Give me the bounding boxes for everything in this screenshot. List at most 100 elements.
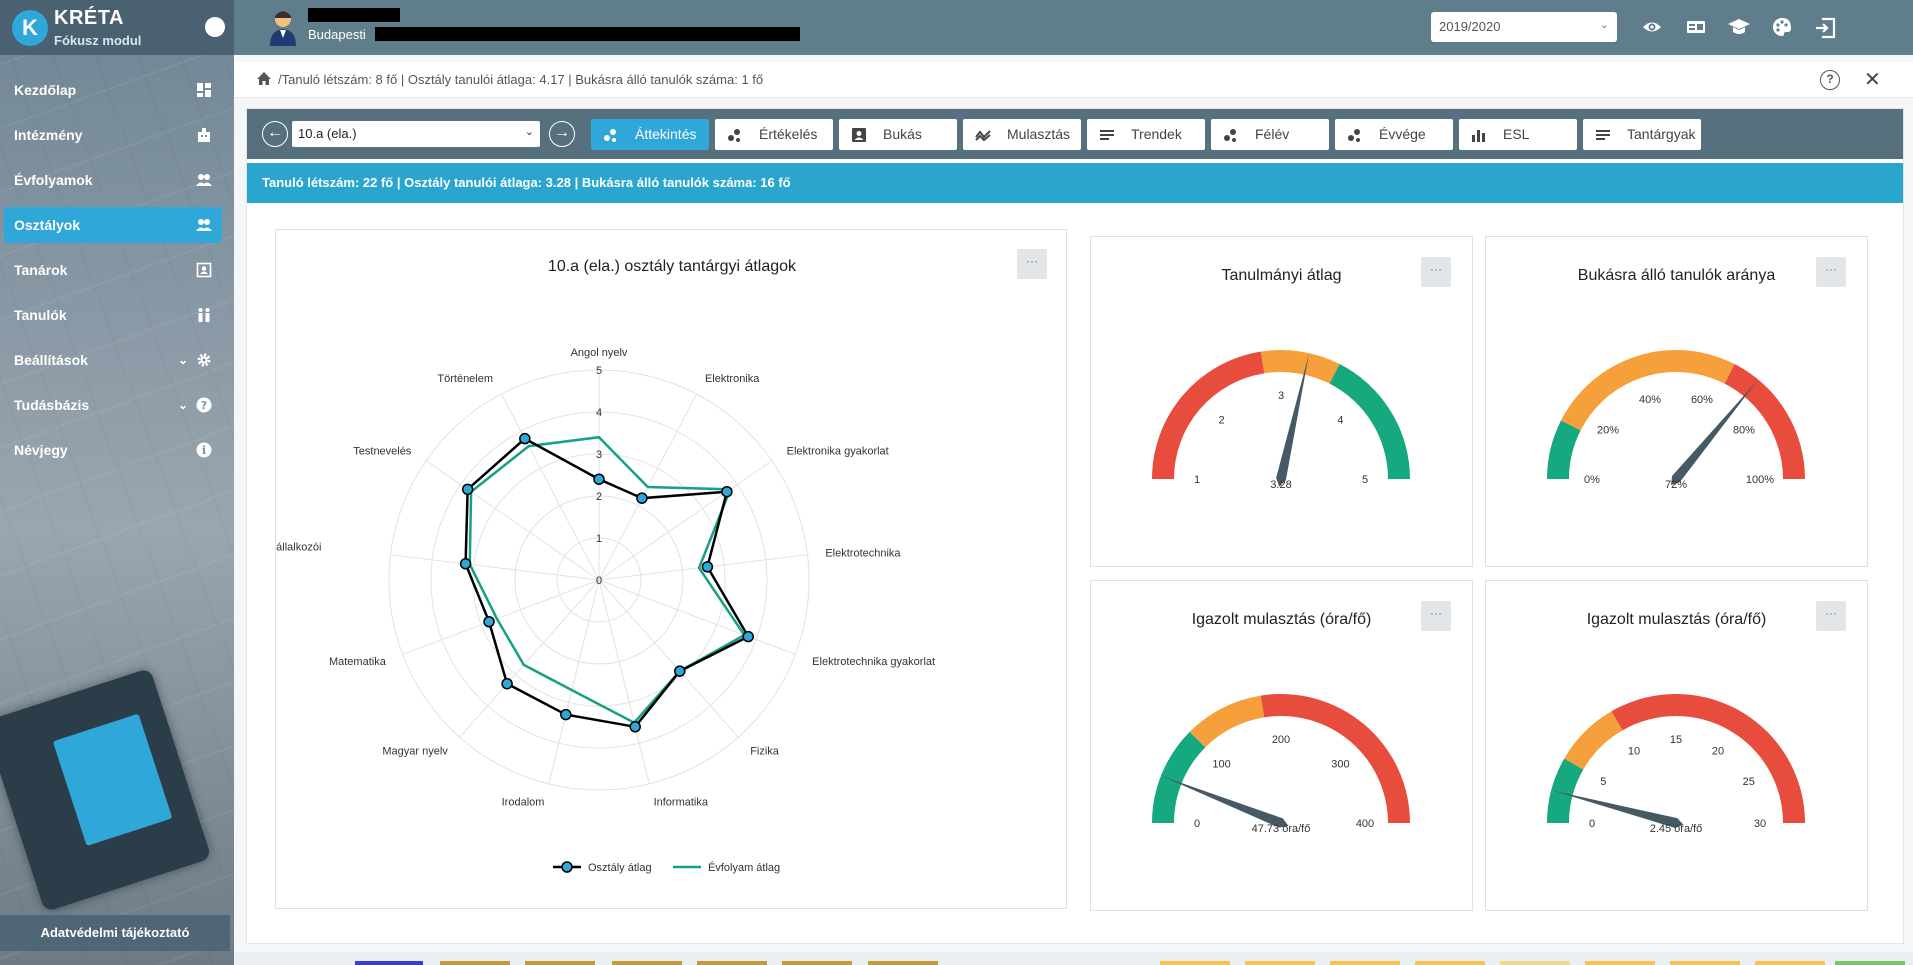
tab-ertekeles[interactable]: Értékelés [715, 119, 833, 150]
gauge-tick-label: 300 [1331, 759, 1349, 771]
bottom-strip-mark [440, 961, 510, 965]
gauge-tick-label: 0% [1584, 474, 1600, 486]
gauge-chart: 0 5 10 15 20 25 30 2.45 óra/fő [1547, 694, 1805, 835]
sidebar-item-nevjegy[interactable]: Névjegy i [4, 432, 222, 468]
scatter-icon [1348, 129, 1360, 142]
radar-radial-tick-label: 5 [596, 365, 602, 377]
eye-icon [1643, 22, 1661, 32]
sidebar-item-beallitasok[interactable]: Beállítások ⌄ [4, 342, 222, 378]
sidebar-item-label: Évfolyamok [14, 172, 93, 188]
sidebar-item-label: Tanulók [14, 307, 67, 323]
contact-card-icon [852, 128, 866, 142]
tab-label: Félév [1255, 126, 1290, 142]
previous-class-button[interactable]: ← [262, 121, 288, 147]
students-icon [198, 308, 210, 322]
gauge-chart: 1 2 3 4 5 3.28 [1152, 350, 1410, 491]
tab-label: Értékelés [759, 126, 818, 142]
gauge-chart: 0% 20% 40% 60% 80% 100% 72% [1547, 350, 1805, 491]
id-card-button[interactable] [1680, 11, 1712, 43]
list-icon [1596, 130, 1610, 140]
class-info-bar: Tanuló létszám: 22 fő | Osztály tanulói … [247, 163, 1903, 203]
building-icon [198, 128, 210, 142]
tab-mulasztas[interactable]: Mulasztás [963, 119, 1081, 150]
info-icon: i [196, 442, 212, 458]
app-title: KRÉTA [54, 7, 124, 29]
chart-menu-button[interactable]: ··· [1017, 249, 1047, 279]
gauge-needle [1276, 354, 1309, 487]
sidebar-item-kezdolap[interactable]: Kezdőlap [4, 72, 222, 108]
close-icon[interactable]: ✕ [1864, 69, 1881, 91]
chart-menu-button[interactable]: ··· [1816, 257, 1846, 287]
gauge-tick-label: 80% [1733, 425, 1755, 437]
logout-button[interactable] [1808, 11, 1840, 43]
gauge-tick-label: 400 [1356, 818, 1374, 830]
sidebar-item-label: Osztályok [14, 217, 81, 233]
radar-radial-tick-label: 1 [596, 533, 602, 545]
palette-icon [1773, 18, 1791, 36]
eye-button[interactable] [1636, 11, 1668, 43]
tab-trendek[interactable]: Trendek [1087, 119, 1205, 150]
tab-esl[interactable]: ESL [1459, 119, 1577, 150]
radar-category-label: Elektronika gyakorlat [787, 445, 889, 457]
gauge-tick-label: 30 [1754, 818, 1766, 830]
help-icon[interactable]: ? [1820, 70, 1840, 90]
tab-attekintes[interactable]: Áttekintés [591, 119, 709, 150]
gauge-tick-label: 4 [1337, 415, 1343, 427]
radar-radial-tick-label: 0 [596, 575, 602, 587]
tab-evvege[interactable]: Évvége [1335, 119, 1453, 150]
sidebar-item-evfolyamok[interactable]: Évfolyamok [4, 162, 222, 198]
bottom-strip-mark [782, 961, 852, 965]
radar-data-point [461, 483, 474, 496]
gauge-band [1329, 364, 1410, 479]
tab-label: Trendek [1131, 126, 1182, 142]
gauge-needle [1552, 790, 1684, 828]
bottom-strip-mark [1330, 961, 1400, 965]
bar-chart-icon [1472, 130, 1485, 142]
radar-data-point [593, 473, 605, 485]
sidebar-item-intezmeny[interactable]: Intézmény [4, 117, 222, 153]
sidebar-item-label: Névjegy [14, 442, 68, 458]
chart-menu-button[interactable]: ··· [1816, 601, 1846, 631]
home-icon[interactable] [256, 71, 272, 86]
gauge-band [1260, 694, 1410, 823]
privacy-notice-link[interactable]: Adatvédelmi tájékoztató [0, 915, 230, 951]
group-icon [196, 174, 212, 186]
sidebar-item-tanarok[interactable]: Tanárok [4, 252, 222, 288]
next-class-button[interactable]: → [549, 121, 575, 147]
sidebar-item-label: Intézmény [14, 127, 83, 143]
svg-text:?: ? [201, 399, 207, 412]
radar-category-label: Angol nyelv [571, 347, 628, 359]
gauge-tick-label: 100% [1746, 474, 1774, 486]
tab-label: Tantárgyak [1627, 126, 1696, 142]
tab-tantargyak[interactable]: Tantárgyak [1583, 119, 1701, 150]
tab-felev[interactable]: Félév [1211, 119, 1329, 150]
student-view-button[interactable] [1722, 11, 1754, 43]
chart-menu-button[interactable]: ··· [1421, 601, 1451, 631]
bottom-strip-mark [1755, 961, 1825, 965]
id-card-icon [1687, 21, 1705, 33]
scatter-icon [1224, 129, 1236, 142]
sidebar-toggle[interactable] [205, 17, 225, 37]
chart-menu-button[interactable]: ··· [1421, 257, 1451, 287]
radar-chart: 0 1 2 3 4 5 Angol nyelv Elektronika Elektronika … [276, 347, 935, 874]
user-organization: Budapesti [308, 27, 366, 42]
gauge-value-label: 2.45 óra/fő [1650, 823, 1703, 835]
sidebar-item-label: Kezdőlap [14, 82, 77, 98]
radar-radial-tick-label: 3 [596, 449, 602, 461]
tab-bukas[interactable]: Bukás [839, 119, 957, 150]
sidebar-item-tudasbazis[interactable]: Tudásbázis ⌄ ? [4, 387, 222, 423]
radar-data-point [742, 630, 754, 643]
sidebar-item-osztalyok[interactable]: Osztályok [4, 207, 222, 243]
radar-grid-spoke [598, 579, 739, 738]
theme-button[interactable] [1766, 11, 1798, 43]
radar-grid-spoke [548, 579, 600, 785]
school-year-select[interactable]: 2019/2020 ⌄ [1431, 12, 1617, 42]
gauge-title: Igazolt mulasztás (óra/fő) [1586, 611, 1767, 628]
sidebar-item-tanulok[interactable]: Tanulók [4, 297, 222, 333]
radar-data-point [701, 561, 714, 573]
radar-category-label: Pénzügyi és vállalkozóiismeretek [276, 542, 321, 567]
bottom-strip-mark [525, 961, 595, 965]
class-select[interactable]: 10.a (ela.) ⌄ [292, 121, 540, 147]
gauge-tick-label: 2 [1219, 415, 1225, 427]
bottom-strip-mark [1585, 961, 1655, 965]
